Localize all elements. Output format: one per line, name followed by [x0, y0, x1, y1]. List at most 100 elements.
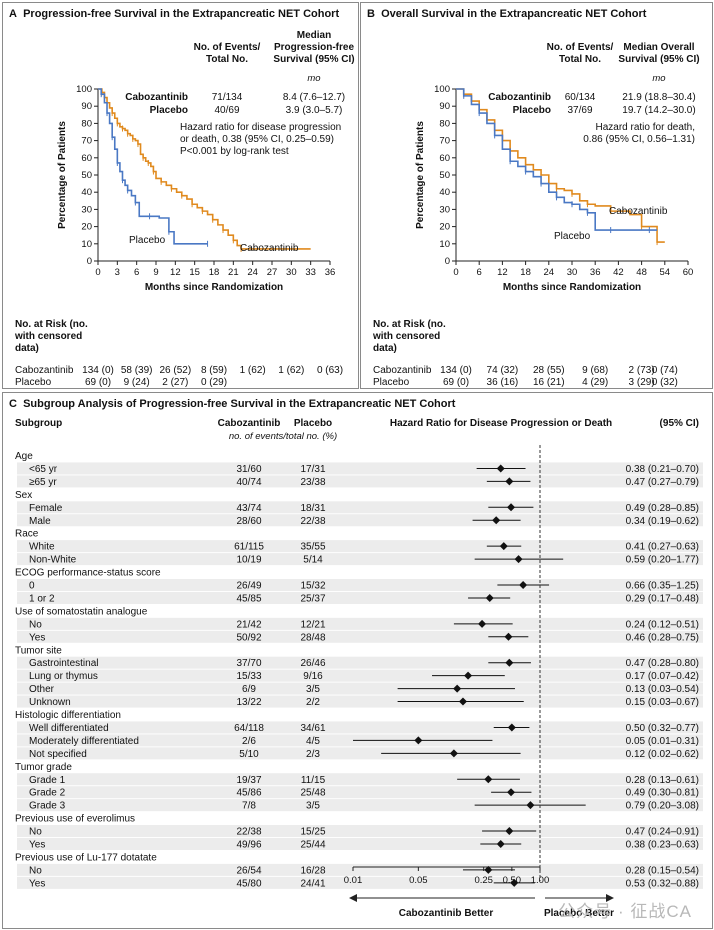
placebo-events: 9/16 [303, 671, 323, 682]
placebo-events: 15/25 [300, 827, 325, 838]
x-tick-label: 33 [305, 267, 316, 278]
subgroup-label: Male [29, 516, 51, 527]
placebo-events: 34/61 [300, 723, 325, 734]
placebo-events: 25/48 [300, 788, 325, 799]
subgroup-heading: Previous use of everolimus [15, 814, 135, 825]
y-tick-label: 90 [439, 101, 450, 112]
hr-ci-value: 0.15 (0.03–0.67) [626, 697, 699, 708]
y-tick-label: 60 [439, 153, 450, 164]
placebo-events: 25/44 [300, 840, 325, 851]
at-risk-title: No. at Risk (no. [373, 319, 446, 330]
row-stripe [17, 540, 703, 553]
hr-point [458, 697, 467, 706]
row-events: 37/69 [567, 105, 592, 116]
placebo-events: 24/41 [300, 878, 325, 889]
hazard-ratio-text: or death, 0.38 (95% CI, 0.25–0.59) [180, 134, 334, 145]
at-risk-value: 1 (62) [240, 365, 266, 376]
subgroup-label: <65 yr [29, 464, 58, 475]
placebo-events: 25/37 [300, 593, 325, 604]
subgroup-label: Grade 1 [29, 775, 66, 786]
curve-label-cabozantinib: Cabozantinib [240, 243, 299, 254]
placebo-events: 22/38 [300, 516, 325, 527]
at-risk-title: with censored [372, 331, 440, 342]
placebo-events: 4/5 [306, 736, 320, 747]
header-median: Median Overall [623, 42, 694, 53]
row-name: Cabozantinib [125, 92, 188, 103]
x-tick-label: 3 [115, 267, 120, 278]
hr-point [478, 619, 487, 628]
hr-point [496, 840, 505, 848]
row-median: 8.4 (7.6–12.7) [283, 92, 345, 103]
y-tick-label: 40 [439, 187, 450, 198]
y-tick-label: 100 [434, 84, 450, 95]
header-events: Total No. [206, 54, 248, 65]
subgroup-heading: Sex [15, 490, 32, 501]
hr-point [449, 749, 458, 758]
subgroup-label: No [29, 827, 42, 838]
row-events: 71/134 [212, 92, 243, 103]
hr-ci-value: 0.28 (0.13–0.61) [626, 775, 699, 786]
x-tick-label: 21 [228, 267, 239, 278]
header-events-subtitle: no. of events/total no. (%) [229, 431, 337, 442]
x-tick-label: 6 [477, 267, 482, 278]
header-subgroup: Subgroup [15, 418, 62, 429]
placebo-events: 18/31 [300, 503, 325, 514]
at-risk-value: 28 (55) [533, 365, 565, 376]
placebo-events: 17/31 [300, 464, 325, 475]
at-risk-value: 16 (21) [533, 377, 565, 388]
y-tick-label: 90 [81, 101, 92, 112]
placebo-events: 16/28 [300, 865, 325, 876]
cabozantinib-events: 61/115 [234, 542, 264, 553]
subgroup-label: ≥65 yr [29, 477, 57, 488]
header-ci: (95% CI) [660, 418, 699, 429]
subgroup-label: No [29, 619, 42, 630]
at-risk-row-label: Cabozantinib [15, 365, 74, 376]
header-events: No. of Events/ [194, 42, 261, 53]
hr-ci-value: 0.47 (0.27–0.79) [626, 477, 699, 488]
hr-ci-value: 0.34 (0.19–0.62) [626, 516, 699, 527]
x-tick-label: 24 [247, 267, 258, 278]
hr-ci-value: 0.28 (0.15–0.54) [626, 865, 699, 876]
cabozantinib-events: 45/86 [236, 788, 261, 799]
at-risk-value: 8 (59) [201, 365, 227, 376]
hr-point [496, 464, 505, 473]
y-tick-label: 30 [439, 204, 450, 215]
subgroup-label: Non-White [29, 555, 77, 566]
placebo-events: 3/5 [306, 684, 320, 695]
row-name: Placebo [513, 105, 551, 116]
subgroup-label: Well differentiated [29, 723, 109, 734]
row-median: 19.7 (14.2–30.0) [622, 105, 695, 116]
placebo-events: 23/38 [300, 477, 325, 488]
y-tick-label: 80 [439, 118, 450, 129]
at-risk-value: 58 (39) [121, 365, 153, 376]
x-tick-label: 36 [590, 267, 601, 278]
header-events: Total No. [559, 54, 601, 65]
subgroup-label: Other [29, 684, 55, 695]
header-median: Survival (95% CI) [273, 54, 354, 65]
hr-point [504, 632, 513, 641]
km-chart-os: 0 10 20 30 40 50 60 70 80 90 100 0 6 12 18 24 30 36 42 48 54… [372, 42, 700, 388]
subgroup-heading: Previous use of Lu-177 dotatate [15, 852, 157, 863]
subgroup-label: Not specified [29, 749, 87, 760]
x-tick-label: 18 [209, 267, 220, 278]
x-tick-label: 12 [170, 267, 181, 278]
cabozantinib-events: 19/37 [236, 775, 261, 786]
cabozantinib-events: 43/74 [236, 503, 261, 514]
header-events: No. of Events/ [547, 42, 614, 53]
x-tick-label: 30 [286, 267, 297, 278]
placebo-events: 35/55 [300, 542, 325, 553]
at-risk-value: 26 (52) [159, 365, 191, 376]
cabozantinib-events: 26/54 [236, 865, 261, 876]
x-tick-label: 42 [613, 267, 624, 278]
forest-x-tick-label: 1.00 [531, 875, 550, 886]
subgroup-label: Unknown [29, 697, 71, 708]
at-risk-title: No. at Risk (no. [15, 319, 88, 330]
at-risk-row-label: Placebo [15, 377, 52, 388]
km-curve-cabozantinib [98, 88, 311, 250]
at-risk-value: 1 (62) [278, 365, 304, 376]
subgroup-heading: Histologic differentiation [15, 710, 121, 721]
hr-point [526, 801, 535, 810]
y-tick-label: 10 [439, 239, 450, 250]
subgroup-label: 1 or 2 [29, 593, 55, 604]
subgroup-label: Moderately differentiated [29, 736, 139, 747]
